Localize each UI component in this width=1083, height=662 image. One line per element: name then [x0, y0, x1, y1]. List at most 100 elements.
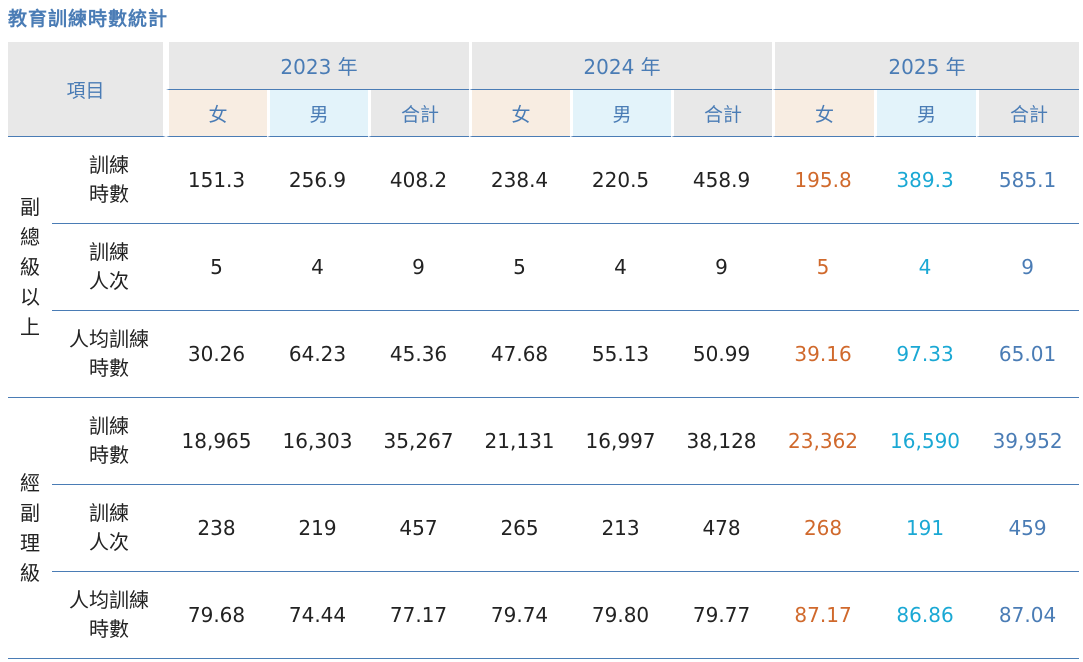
- table-cell: 459: [976, 484, 1080, 571]
- table-cell: 55.13: [570, 310, 672, 398]
- table-cell: 191: [874, 484, 977, 571]
- table-cell: 457: [368, 484, 470, 571]
- table-cell: 5: [772, 223, 875, 310]
- table-cell: 50.99: [671, 310, 773, 398]
- training-hours-table: 項目 2023 年 2024 年 2025 年 女 男 合計 女 男 合計 女 …: [8, 42, 1080, 659]
- table-cell: 21,131: [484, 429, 555, 453]
- table-cell: 64.23: [267, 310, 369, 398]
- table-cell: 45.36: [368, 310, 470, 398]
- total-header: 合計: [671, 90, 773, 137]
- group-label-char: 級: [20, 561, 40, 585]
- metric-label: 訓練 時數: [52, 398, 166, 484]
- metric-label-line: 訓練: [89, 414, 129, 438]
- male-header: 男: [874, 90, 977, 137]
- male-header: 男: [267, 90, 369, 137]
- table-cell: 219: [267, 484, 369, 571]
- group-label-char: 經: [20, 471, 40, 495]
- table-cell: 5: [166, 223, 268, 310]
- table-cell: 151.3: [187, 168, 246, 192]
- metric-label: 人均訓練 時數: [52, 310, 167, 398]
- year-header-2024: 2024 年: [469, 42, 773, 90]
- table-cell: 265: [469, 484, 571, 571]
- table-cell: 74.44: [267, 571, 369, 659]
- table-cell: 23,362: [788, 429, 859, 453]
- group-label-char: 級: [20, 255, 40, 279]
- group-label-char: 以: [20, 285, 40, 309]
- table-cell: 47.68: [469, 310, 571, 398]
- table-cell: 4: [874, 223, 977, 310]
- table-cell: 4: [267, 223, 369, 310]
- table-cell: 389.3: [896, 168, 954, 192]
- table-cell: 79.68: [166, 571, 268, 659]
- metric-label-line: 訓練: [89, 153, 129, 177]
- year-header-2025: 2025 年: [772, 42, 1080, 90]
- metric-label-line: 人均訓練: [69, 588, 149, 612]
- table-cell: 79.74: [469, 571, 571, 659]
- table-cell: 16,997: [585, 429, 656, 453]
- table-row: 人均訓練 時數 79.68 74.44 77.17 79.74 79.80 79.77 87.1…: [8, 571, 1080, 659]
- table-cell: 9: [671, 223, 773, 310]
- metric-label-line: 人次: [89, 530, 129, 554]
- table-cell: 268: [772, 484, 875, 571]
- group-label-char: 上: [20, 315, 40, 339]
- metric-label: 訓練 人次: [52, 223, 167, 310]
- metric-label-line: 時數: [89, 443, 129, 467]
- female-header: 女: [772, 90, 875, 137]
- metric-label: 人均訓練 時數: [52, 571, 167, 659]
- table-cell: 9: [976, 223, 1080, 310]
- male-header: 男: [570, 90, 672, 137]
- table-cell: 65.01: [976, 310, 1080, 398]
- metric-label: 訓練 人次: [52, 484, 167, 571]
- metric-label-line: 時數: [89, 182, 129, 206]
- table-cell: 18,965: [181, 429, 252, 453]
- table-cell: 220.5: [591, 168, 650, 192]
- table-cell: 213: [570, 484, 672, 571]
- group-label-char: 副: [20, 195, 40, 219]
- group-label-char: 理: [20, 531, 40, 555]
- table-cell: 39.16: [772, 310, 875, 398]
- table-cell: 238: [166, 484, 268, 571]
- table-row: 訓練 人次 238 219 457 265 213 478 268 191 459: [8, 484, 1080, 571]
- year-header-2023: 2023 年: [166, 42, 470, 90]
- table-cell: 16,303: [282, 429, 353, 453]
- metric-label-line: 人均訓練: [69, 327, 149, 351]
- female-header: 女: [166, 90, 268, 137]
- group-label-char: 總: [20, 225, 40, 249]
- table-row: 訓練 人次 5 4 9 5 4 9 5 4 9: [8, 223, 1080, 310]
- total-header: 合計: [976, 90, 1080, 137]
- total-header: 合計: [368, 90, 470, 137]
- table-cell: 238.4: [490, 168, 549, 192]
- group-label: 副總級以上: [8, 137, 52, 398]
- table-cell: 195.8: [794, 168, 852, 192]
- table-cell: 408.2: [389, 168, 448, 192]
- table-cell: 478: [671, 484, 773, 571]
- table-cell: 585.1: [998, 168, 1057, 192]
- table-cell: 5: [469, 223, 571, 310]
- table-cell: 87.17: [772, 571, 875, 659]
- table-cell: 30.26: [166, 310, 268, 398]
- table-row: 人均訓練 時數 30.26 64.23 45.36 47.68 55.13 50.99 39.1…: [8, 310, 1080, 398]
- metric-label-line: 人次: [89, 269, 129, 293]
- table-cell: 35,267: [383, 429, 454, 453]
- item-column-header: 項目: [8, 42, 167, 137]
- table-cell: 39,952: [992, 429, 1063, 453]
- table-cell: 9: [368, 223, 470, 310]
- table-cell: 79.77: [671, 571, 773, 659]
- table-cell: 16,590: [890, 429, 961, 453]
- table-cell: 77.17: [368, 571, 470, 659]
- table-cell: 97.33: [874, 310, 977, 398]
- metric-label-line: 時數: [89, 617, 129, 641]
- table-cell: 79.80: [570, 571, 672, 659]
- table-cell: 38,128: [686, 429, 757, 453]
- metric-label-line: 訓練: [89, 501, 129, 525]
- metric-label-line: 訓練: [89, 240, 129, 264]
- table-cell: 4: [570, 223, 672, 310]
- table-cell: 458.9: [692, 168, 751, 192]
- page-title: 教育訓練時數統計: [8, 8, 169, 30]
- table-row: 副總級以上訓練 時數 151.3 256.9 408.2 238.4 220.5 458.9 1…: [8, 137, 1079, 398]
- female-header: 女: [469, 90, 571, 137]
- metric-label-line: 時數: [89, 356, 129, 380]
- group-label-char: 副: [20, 501, 40, 525]
- group-label: 經副理級: [8, 398, 52, 659]
- table-cell: 87.04: [976, 571, 1080, 659]
